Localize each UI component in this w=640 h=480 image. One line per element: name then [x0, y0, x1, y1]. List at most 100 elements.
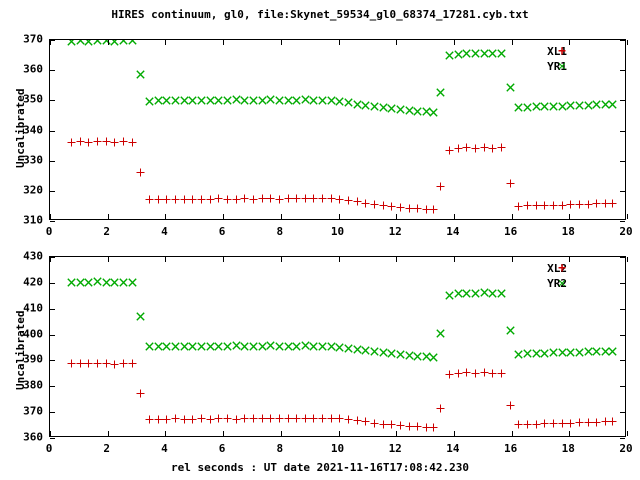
x-tick-mark: [569, 214, 570, 219]
x-tick-label: 16: [504, 225, 517, 238]
y-tick-mark: [50, 335, 55, 336]
data-point: [566, 200, 575, 209]
data-point: [387, 202, 396, 211]
data-point: [128, 359, 137, 368]
data-point: [162, 415, 171, 424]
x-tick-label: 8: [276, 442, 283, 455]
data-point: [301, 95, 310, 104]
data-point: [93, 359, 102, 368]
data-point: [145, 195, 154, 204]
x-tick-label: 10: [331, 442, 344, 455]
y-tick-mark: [620, 412, 625, 413]
data-point: [514, 350, 523, 359]
x-tick-label: 0: [46, 225, 53, 238]
data-point: [232, 341, 241, 350]
y-tick-mark: [620, 438, 625, 439]
data-point: [318, 96, 327, 105]
data-point: [206, 195, 215, 204]
data-point: [471, 369, 480, 378]
data-point: [284, 414, 293, 423]
x-tick-label: 4: [161, 225, 168, 238]
data-point: [422, 352, 431, 361]
data-point: [549, 102, 558, 111]
y-tick-mark: [50, 131, 55, 132]
data-point: [506, 326, 515, 335]
data-point: [454, 144, 463, 153]
x-tick-mark: [165, 40, 166, 45]
y-tick-mark: [620, 100, 625, 101]
data-point: [454, 289, 463, 298]
data-point: [223, 96, 232, 105]
data-point: [344, 196, 353, 205]
x-tick-label: 20: [619, 442, 632, 455]
data-point: [93, 40, 102, 45]
data-point: [275, 195, 284, 204]
data-point: [608, 417, 617, 426]
data-point: [292, 194, 301, 203]
data-point: [523, 420, 532, 429]
data-point: [335, 97, 344, 106]
data-point: [214, 194, 223, 203]
data-point: [601, 100, 610, 109]
data-point: [344, 344, 353, 353]
data-point: [370, 347, 379, 356]
data-point: [514, 103, 523, 112]
data-point: [361, 101, 370, 110]
data-point: [119, 137, 128, 146]
data-point: [258, 194, 267, 203]
legend-row-xl1: XL1 +: [493, 44, 613, 59]
y-tick-label: 380: [23, 379, 43, 392]
data-point: [266, 341, 275, 350]
data-point: [266, 194, 275, 203]
x-tick-label: 0: [46, 442, 53, 455]
data-point: [558, 348, 567, 357]
data-point: [592, 418, 601, 427]
x-tick-mark: [50, 214, 51, 219]
x-tick-label: 12: [389, 225, 402, 238]
x-tick-label: 2: [103, 442, 110, 455]
data-point: [275, 96, 284, 105]
y-tick-mark: [620, 335, 625, 336]
x-tick-mark: [50, 257, 51, 262]
data-point: [549, 201, 558, 210]
data-point: [413, 422, 422, 431]
data-point: [514, 420, 523, 429]
x-tick-mark: [223, 431, 224, 436]
data-point: [540, 201, 549, 210]
data-point: [506, 401, 515, 410]
x-tick-mark: [396, 431, 397, 436]
data-point: [379, 201, 388, 210]
y-tick-mark: [620, 257, 625, 258]
y-tick-label: 310: [23, 214, 43, 227]
data-point: [266, 414, 275, 423]
data-point: [197, 195, 206, 204]
data-point: [93, 277, 102, 286]
x-tick-mark: [339, 257, 340, 262]
data-point: [566, 419, 575, 428]
x-tick-mark: [627, 431, 628, 436]
data-point: [540, 102, 549, 111]
data-point: [275, 342, 284, 351]
x-tick-mark: [223, 214, 224, 219]
data-point: [232, 415, 241, 424]
x-tick-label: 12: [389, 442, 402, 455]
data-point: [154, 96, 163, 105]
x-tick-mark: [454, 257, 455, 262]
data-point: [188, 96, 197, 105]
y-tick-mark: [620, 309, 625, 310]
data-point: [249, 342, 258, 351]
data-point: [223, 342, 232, 351]
data-point: [154, 342, 163, 351]
y-tick-mark: [50, 412, 55, 413]
data-point: [154, 195, 163, 204]
data-point: [344, 98, 353, 107]
legend-marker-cross-icon: ✕: [555, 276, 569, 291]
plot-frame-top: XL1 + YR1 ✕: [49, 39, 626, 220]
data-point: [110, 360, 119, 369]
data-point: [379, 103, 388, 112]
data-point: [301, 341, 310, 350]
x-tick-mark: [223, 40, 224, 45]
data-point: [454, 369, 463, 378]
data-point: [119, 359, 128, 368]
data-point: [214, 96, 223, 105]
